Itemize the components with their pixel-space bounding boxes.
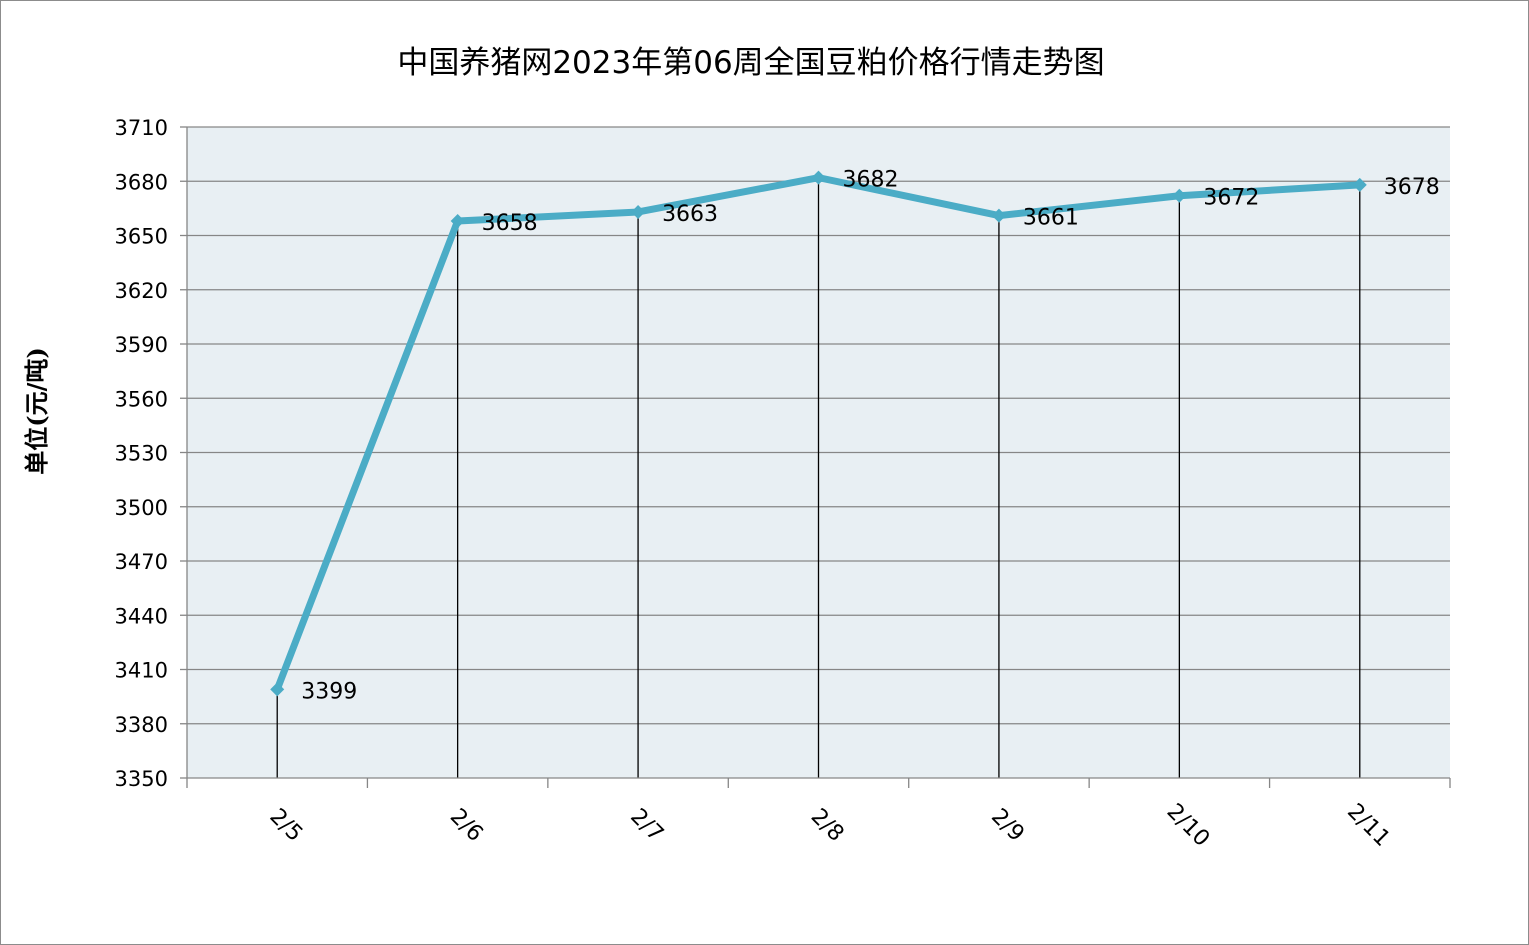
y-tick-label: 3410 <box>115 659 168 683</box>
y-tick-label: 3470 <box>115 550 168 574</box>
y-tick-label: 3500 <box>115 496 168 520</box>
data-point <box>1172 188 1187 203</box>
data-label: 3399 <box>301 679 357 704</box>
y-tick-label: 3560 <box>115 387 168 411</box>
x-tick-label: 2/9 <box>986 804 1029 847</box>
y-tick-label: 3710 <box>115 116 168 140</box>
y-tick-label: 3380 <box>115 713 168 737</box>
data-point <box>811 170 826 185</box>
y-tick-label: 3350 <box>115 767 168 791</box>
data-point <box>450 214 465 229</box>
chart-title: 中国养猪网2023年第06周全国豆粕价格行情走势图 <box>397 45 1104 81</box>
data-label: 3678 <box>1384 175 1440 200</box>
y-axis-ticks: 3350 3380 3410 3440 3470 3500 3530 3560 3590 3620… <box>115 116 187 791</box>
data-point <box>270 682 285 697</box>
data-label: 3661 <box>1023 206 1079 231</box>
x-tick-label: 2/11 <box>1342 799 1395 852</box>
x-tick-label: 2/5 <box>264 804 307 847</box>
data-point <box>631 204 646 219</box>
x-axis-ticks: 2/5 2/6 2/7 2/8 2/9 2/10 2/11 <box>186 778 1451 852</box>
y-tick-label: 3440 <box>115 604 168 628</box>
y-tick-label: 3680 <box>115 170 168 194</box>
y-axis-label: 单位(元/吨) <box>22 347 51 474</box>
data-label: 3682 <box>843 168 899 193</box>
x-tick-label: 2/8 <box>806 804 849 847</box>
y-tick-label: 3650 <box>115 225 168 249</box>
x-tick-label: 2/10 <box>1162 799 1215 852</box>
y-tick-label: 3530 <box>115 442 168 466</box>
data-point <box>991 208 1006 223</box>
x-tick-label: 2/6 <box>445 804 488 847</box>
data-labels: 3399 3658 3663 3682 3661 3672 3678 <box>301 168 1440 705</box>
markers <box>270 170 1367 697</box>
data-label: 3672 <box>1203 186 1259 211</box>
drop-lines <box>276 177 1361 778</box>
y-tick-label: 3620 <box>115 279 168 303</box>
data-label: 3663 <box>662 202 718 227</box>
data-point <box>1352 177 1367 192</box>
data-label: 3658 <box>482 211 538 236</box>
x-tick-label: 2/7 <box>625 804 668 847</box>
y-tick-label: 3590 <box>115 333 168 357</box>
